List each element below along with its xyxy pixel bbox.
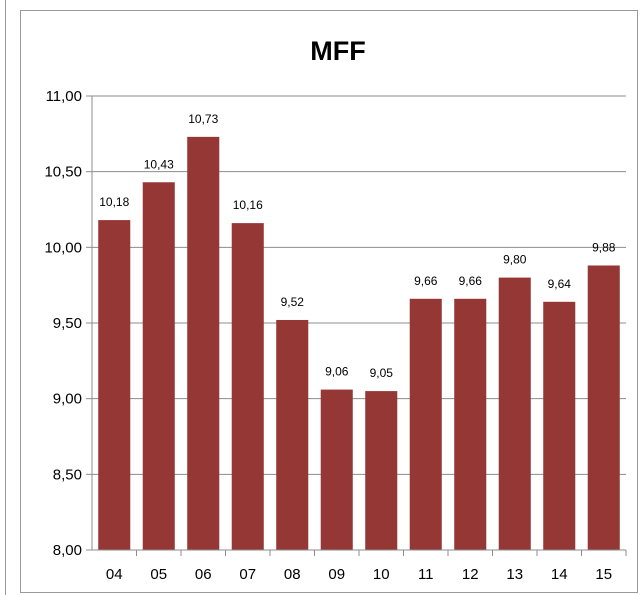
y-tick-label: 10,50 <box>44 164 82 181</box>
data-label: 10,73 <box>188 112 218 126</box>
bar-12 <box>454 298 487 550</box>
data-label: 9,88 <box>592 240 616 254</box>
x-tick-label: 06 <box>195 566 212 583</box>
data-label: 9,05 <box>370 366 394 380</box>
bar-06 <box>187 136 220 551</box>
bars <box>98 136 620 551</box>
data-label: 10,18 <box>99 195 129 209</box>
x-tick-label: 04 <box>106 566 123 583</box>
bar-07 <box>231 223 264 550</box>
data-label: 9,66 <box>414 274 438 288</box>
bar-05 <box>142 182 175 550</box>
bar-15 <box>587 265 620 550</box>
x-tick-label: 09 <box>328 566 345 583</box>
data-label: 9,52 <box>281 295 305 309</box>
bar-11 <box>409 298 442 550</box>
x-tick-label: 11 <box>418 566 434 583</box>
x-tick-label: 05 <box>150 566 167 583</box>
bar-08 <box>276 319 309 550</box>
y-tick-label: 8,50 <box>53 466 82 483</box>
x-tick-label: 14 <box>551 566 568 583</box>
left-panel-border <box>0 0 6 595</box>
y-tick-label: 9,00 <box>53 391 82 408</box>
x-tick-label: 12 <box>462 566 479 583</box>
y-tick-label: 11,00 <box>46 88 82 105</box>
x-tick-label: 10 <box>373 566 390 583</box>
x-tick-label: 08 <box>284 566 301 583</box>
y-tick-label: 9,50 <box>53 315 82 332</box>
x-tick-label: 15 <box>595 566 612 583</box>
chart-title: MFF <box>310 36 365 66</box>
y-axis: 8,00 8,50 9,00 9,50 10,00 10,50 11,00 <box>44 88 93 559</box>
bar-04 <box>98 220 131 551</box>
data-label: 9,06 <box>325 365 349 379</box>
data-labels: 10,18 10,43 10,73 10,16 9,52 9,06 9,05 9,66 9,66… <box>99 112 616 380</box>
bar-10 <box>365 391 398 550</box>
x-tick-label: 07 <box>239 566 256 583</box>
y-tick-label: 10,00 <box>44 239 82 256</box>
data-label: 10,16 <box>233 198 263 212</box>
bar-09 <box>320 389 353 550</box>
data-label: 9,64 <box>548 277 572 291</box>
x-axis: 04 05 06 07 08 09 10 11 12 13 14 15 <box>92 549 627 583</box>
data-label: 10,43 <box>144 157 174 171</box>
x-tick-label: 13 <box>506 566 523 583</box>
y-tick-label: 8,00 <box>53 542 82 559</box>
data-label: 9,80 <box>503 253 527 267</box>
bar-13 <box>498 277 531 550</box>
data-label: 9,66 <box>459 274 483 288</box>
bar-14 <box>543 301 576 550</box>
